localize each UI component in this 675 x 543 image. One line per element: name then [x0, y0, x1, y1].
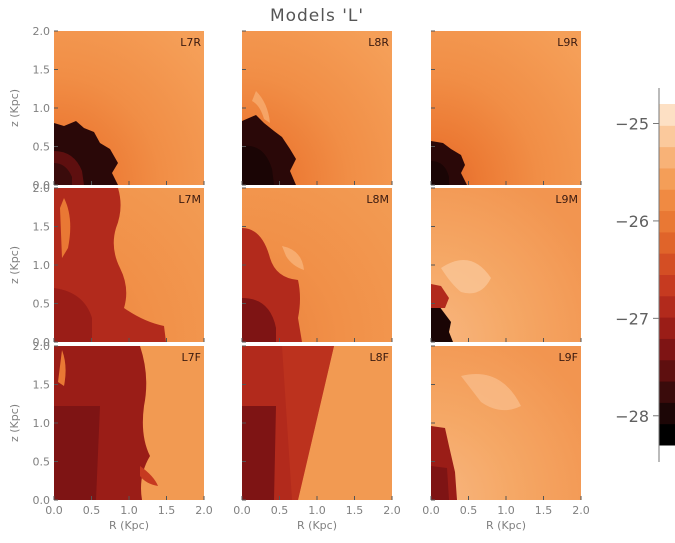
y-axis-label: z (Kpc) [8, 404, 21, 442]
panel-map [54, 31, 204, 185]
y-axis-label: z (Kpc) [8, 246, 21, 284]
panel-map [431, 31, 581, 185]
y-tick-label: 0.0 [33, 336, 51, 349]
colorbar-segment [659, 231, 675, 254]
y-tick-label: 0.0 [33, 494, 51, 507]
x-tick-label: 0.5 [271, 504, 289, 517]
y-tick-label: 2.0 [33, 25, 51, 38]
panel-l7r: L7R [54, 31, 204, 185]
panel-map [54, 346, 204, 500]
y-tick-label: 1.0 [33, 259, 51, 272]
colorbar-segment [659, 125, 675, 148]
panel-label: L7M [178, 193, 201, 206]
x-tick-label: 1.0 [308, 504, 326, 517]
panel-label: L8F [370, 351, 389, 364]
colorbar-segment [659, 189, 675, 212]
y-tick-label: 0.5 [33, 141, 51, 154]
colorbar-segment [659, 423, 675, 446]
panel-label: L8M [366, 193, 389, 206]
colorbar-tick-label: −27 [615, 309, 649, 328]
panel-label: L9M [555, 193, 578, 206]
panel-l8r: L8R [242, 31, 392, 185]
panel-l8f: L8F [242, 346, 392, 500]
y-tick-label: 1.0 [33, 102, 51, 115]
x-tick-label: 1.5 [535, 504, 553, 517]
x-tick-label: 0.0 [45, 504, 63, 517]
panel-label: L9R [557, 36, 578, 49]
x-axis-label: R (Kpc) [486, 519, 526, 532]
y-tick-label: 1.5 [33, 64, 51, 77]
x-tick-label: 0.5 [460, 504, 478, 517]
colorbar-segment [659, 104, 675, 126]
colorbar-segment [659, 338, 675, 361]
colorbar-segment [659, 274, 675, 297]
x-axis-label: R (Kpc) [297, 519, 337, 532]
colorbar: −25 −26 −27 −28 [615, 88, 675, 462]
x-tick-label: 1.0 [497, 504, 515, 517]
panel-label: L9F [559, 351, 578, 364]
y-tick-label: 1.0 [33, 417, 51, 430]
panel-map [242, 188, 392, 342]
panel-l9f: L9F [431, 346, 581, 500]
panel-map [242, 346, 392, 500]
colorbar-segment [659, 167, 675, 190]
panel-l9m: L9M [431, 188, 581, 342]
panel-label: L7R [180, 36, 201, 49]
x-tick-label: 1.5 [346, 504, 364, 517]
x-tick-label: 2.0 [195, 504, 213, 517]
colorbar-segment [659, 253, 675, 275]
panel-l8m: L8M [242, 188, 392, 342]
y-tick-label: 0.5 [33, 298, 51, 311]
colorbar-segment [659, 359, 675, 382]
x-tick-label: 0.5 [83, 504, 101, 517]
colorbar-tick-label: −25 [615, 114, 649, 133]
y-axis-label: z (Kpc) [8, 89, 21, 127]
panel-map [54, 188, 204, 342]
panel-label: L7F [182, 351, 201, 364]
y-tick-label: 0.5 [33, 456, 51, 469]
panel-map [431, 188, 581, 342]
x-tick-label: 2.0 [572, 504, 590, 517]
colorbar-segment [659, 317, 675, 339]
x-tick-label: 1.5 [158, 504, 176, 517]
y-tick-label: 2.0 [33, 340, 51, 353]
panel-l7f: L7F [54, 346, 204, 500]
y-tick-label: 1.5 [33, 379, 51, 392]
panel-label: L8R [368, 36, 389, 49]
panel-map [242, 31, 392, 185]
panel-l7m: L7M [54, 188, 204, 342]
colorbar-segment [659, 210, 675, 233]
panels-layer: L7R L8R L9R L7M L8M L9M L7F L8F L9F [54, 31, 581, 500]
panel-l9r: L9R [431, 31, 581, 185]
colorbar-segment [659, 295, 675, 318]
colorbar-tick-label: −26 [615, 212, 649, 231]
x-tick-label: 2.0 [383, 504, 401, 517]
panel-map [431, 346, 581, 500]
x-tick-label: 1.0 [120, 504, 138, 517]
colorbar-segment [659, 402, 675, 425]
x-tick-label: 0.0 [233, 504, 251, 517]
x-axis-label: R (Kpc) [109, 519, 149, 532]
y-tick-label: 0.0 [33, 179, 51, 192]
y-tick-label: 1.5 [33, 221, 51, 234]
colorbar-segment [659, 146, 675, 169]
colorbar-segment [659, 381, 675, 403]
colorbar-tick-label: −28 [615, 407, 649, 426]
y-tick-label: 2.0 [33, 182, 51, 195]
axes-layer: 0.0 0.5 1.0 1.5 2.0 z (Kpc) 0.0 0.5 1.0 1.5 2.0 z (… [8, 25, 590, 532]
x-tick-label: 0.0 [422, 504, 440, 517]
chart-title: Models 'L' [270, 6, 364, 26]
